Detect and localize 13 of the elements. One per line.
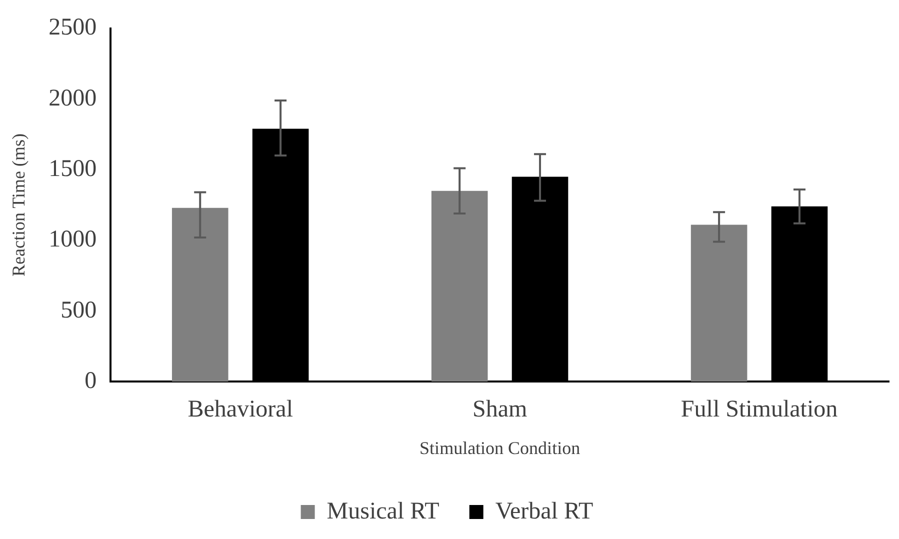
- legend-label: Musical RT: [326, 498, 440, 524]
- y-tick-label: 2000: [48, 85, 97, 112]
- y-tick-label: 2500: [48, 14, 97, 41]
- x-tick-label: Sham: [472, 396, 528, 422]
- y-tick-label: 1500: [48, 156, 97, 182]
- x-tick-label: Full Stimulation: [680, 396, 838, 422]
- y-tick-label: 500: [60, 297, 97, 324]
- legend-label: Verbal RT: [495, 498, 594, 524]
- y-tick-label: 1000: [48, 226, 97, 253]
- y-tick-label: 0: [84, 368, 97, 394]
- y-axis-title: Reaction Time (ms): [8, 133, 29, 276]
- x-axis-title: Stimulation Condition: [420, 438, 580, 458]
- x-tick-label: Behavioral: [188, 396, 294, 422]
